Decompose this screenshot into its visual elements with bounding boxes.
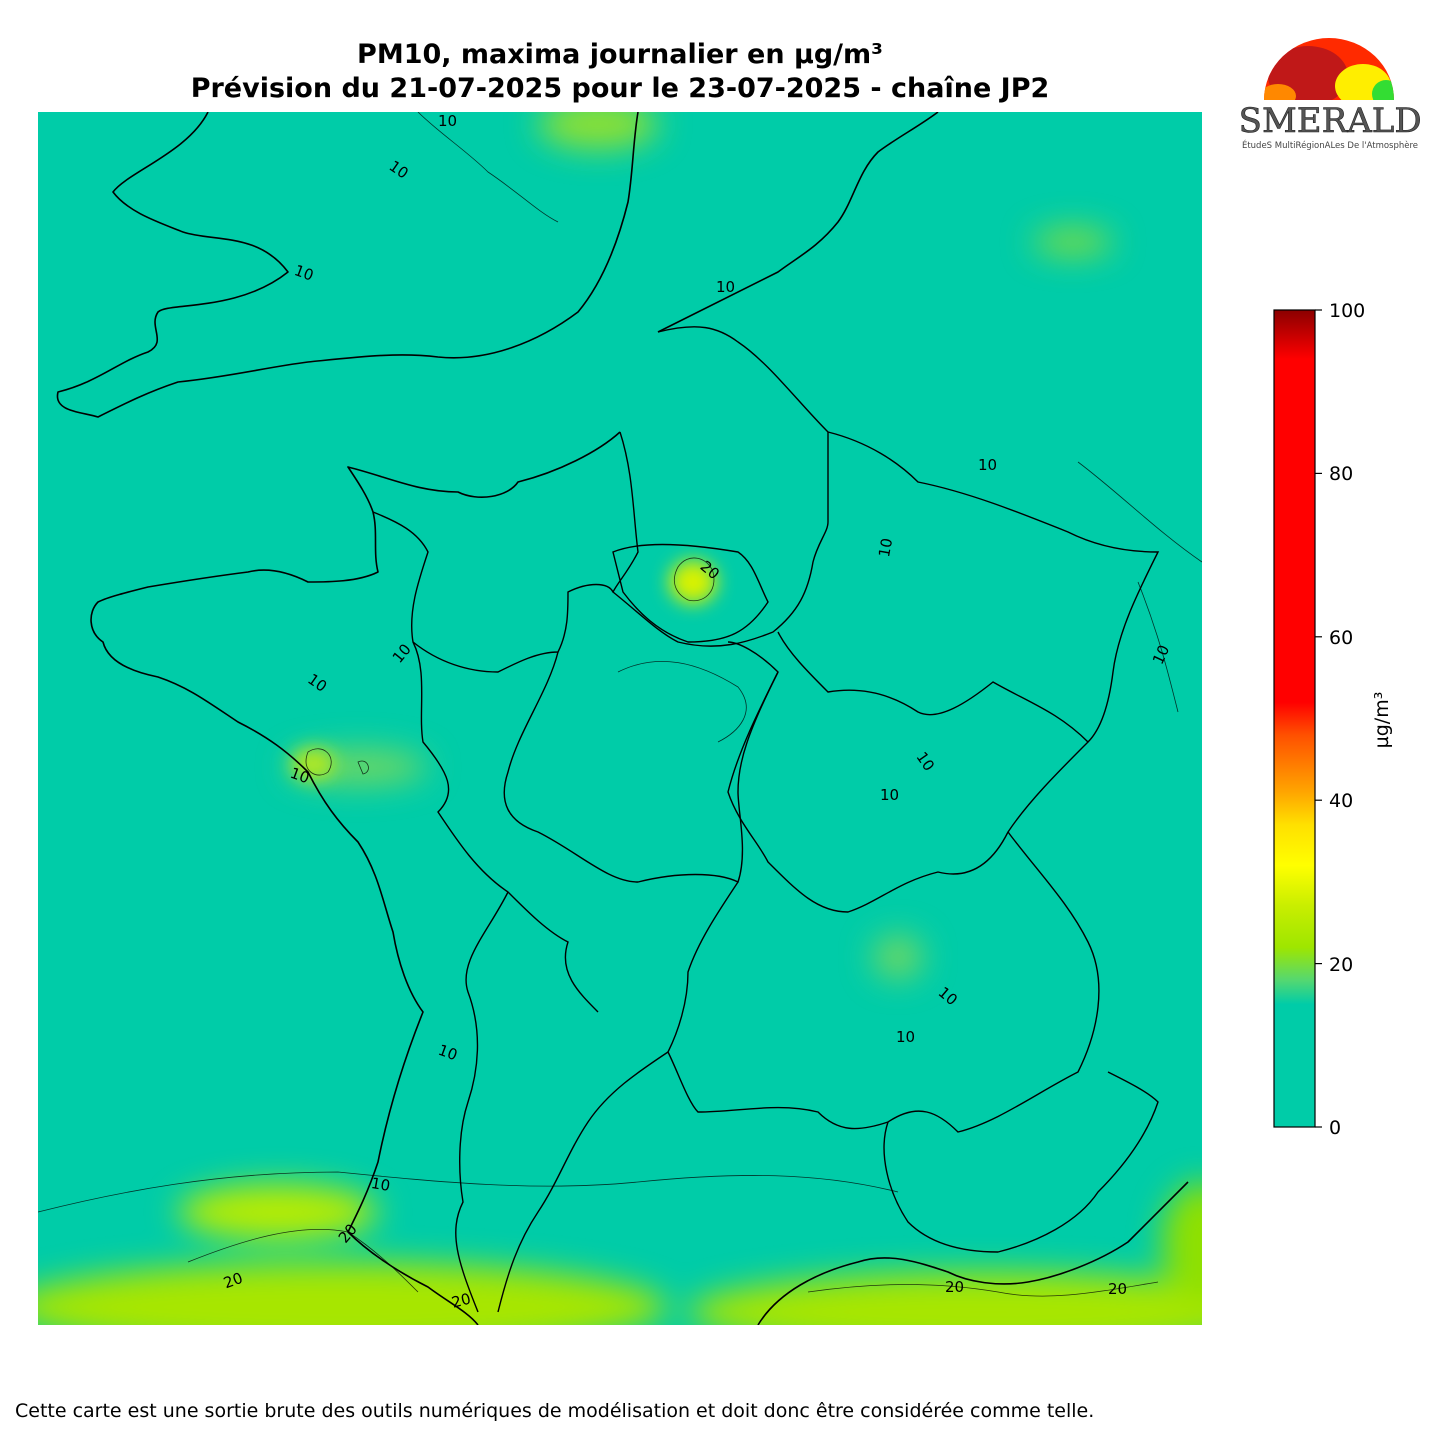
esmeralda-logo: ESMERALDA ÉtudeS MultiRégionALes De l'At…	[1238, 38, 1420, 151]
colorbar-tick-label: 60	[1329, 627, 1353, 649]
hotspot-mediterranean	[688, 1272, 1202, 1325]
colorbar-tick-label: 100	[1329, 300, 1365, 322]
colorbar: 0 20 40 60 80 100 µg/m³	[1273, 300, 1393, 1139]
map-title-line2: Prévision du 21-07-2025 pour le 23-07-20…	[190, 73, 1050, 104]
belgium-netherlands-coast	[657, 112, 939, 333]
colorbar-tick-label: 40	[1329, 790, 1353, 812]
map-background	[38, 112, 1202, 1325]
hotspot-paris	[669, 560, 717, 604]
contour-label: 20	[1108, 1280, 1127, 1298]
contour-east-10	[1137, 581, 1179, 713]
border-hauts-de-france	[612, 326, 829, 647]
contour-label: 10	[896, 1028, 915, 1046]
pm10-map: 10 10 10 10 10 10 10 10 10 10 10 10 10 1…	[38, 112, 1202, 1325]
hotspot-pyrenees	[38, 1262, 668, 1325]
border-ile-de-france	[612, 543, 769, 643]
colorbar-gradient	[1273, 309, 1316, 1128]
france-mediterranean-coast	[757, 1181, 1189, 1325]
contour-label: 10	[370, 1174, 392, 1195]
contour-label: 20	[945, 1278, 964, 1296]
hotspot-nantes	[291, 748, 335, 780]
colorbar-tick-label: 0	[1329, 1117, 1341, 1139]
border-nouvelle-aquitaine	[455, 891, 509, 1313]
contour-lines	[38, 112, 1202, 1297]
contour-label: 10	[978, 456, 997, 474]
colorbar-unit-label: µg/m³	[1371, 692, 1393, 749]
border-normandie-bretagne	[372, 511, 614, 673]
border-centre	[503, 641, 779, 883]
map-title-line1: PM10, maxima journalier en µg/m³	[357, 39, 883, 70]
contour-label: 20	[221, 1269, 245, 1292]
france-north-coast	[90, 431, 621, 1325]
hotspot-channel	[538, 112, 658, 149]
colorbar-ticks	[1315, 309, 1322, 1128]
contour-south-west-20	[187, 1229, 419, 1293]
contour-mediterranean-20	[807, 1281, 1159, 1297]
border-auvergne-rhone-alpes	[667, 831, 1100, 1133]
contour-label: 10	[875, 537, 896, 559]
contour-labels: 10 10 10 10 10 10 10 10 10 10 10 10 10 1…	[221, 112, 1173, 1312]
border-paca	[883, 1071, 1159, 1253]
hotspot-netherlands	[1033, 228, 1113, 256]
border-occitanie	[497, 1051, 669, 1313]
great-britain-coast	[56, 112, 639, 418]
border-grand-est	[777, 431, 1160, 743]
logo-tagline: ÉtudeS MultiRégionALes De l'Atmosphère	[1242, 139, 1418, 151]
logo-wordmark: ESMERALDA	[1238, 101, 1420, 141]
coastlines	[56, 112, 1189, 1325]
contour-nantes-2	[357, 760, 369, 775]
disclaimer-footer: Cette carte est une sortie brute des out…	[15, 1400, 1095, 1422]
colorbar-tick-label: 80	[1329, 463, 1353, 485]
contour-north-sea	[417, 112, 559, 223]
contour-label: 10	[880, 786, 899, 804]
contour-label: 10	[288, 764, 312, 787]
colorbar-tick-label: 20	[1329, 954, 1353, 976]
contour-paris	[674, 557, 715, 602]
contour-east	[1077, 461, 1202, 563]
region-borders	[372, 326, 1160, 1313]
contour-label: 10	[436, 1041, 460, 1064]
border-bourgogne	[727, 671, 1089, 913]
contour-center	[617, 661, 747, 743]
contour-label: 10	[292, 261, 316, 284]
contour-south-10	[38, 1171, 899, 1213]
border-pays-de-la-loire	[412, 641, 599, 1013]
logo-emblem-icon	[1264, 38, 1394, 100]
hotspot-south-east-edge	[1162, 1182, 1202, 1302]
contour-label: 20	[450, 1289, 473, 1311]
hotspot-south-west	[178, 1184, 378, 1240]
hotspot-lyon	[873, 935, 923, 979]
contour-label: 10	[438, 112, 457, 130]
contour-label: 10	[716, 278, 735, 296]
